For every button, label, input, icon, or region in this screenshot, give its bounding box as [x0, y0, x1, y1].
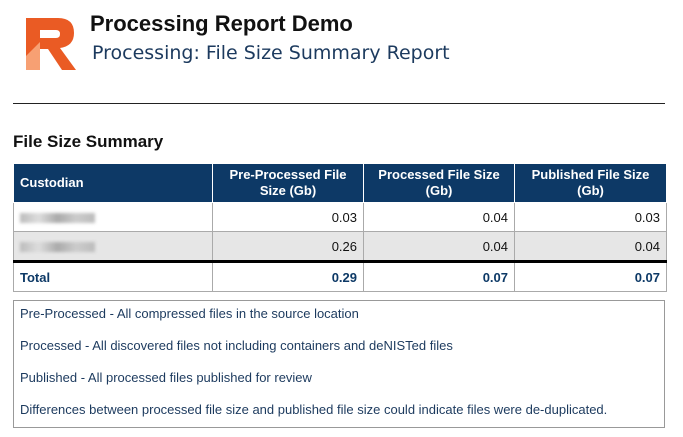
notes-box: Pre-Processed - All compressed files in … — [13, 300, 665, 428]
column-header: Published File Size (Gb) — [514, 163, 667, 203]
subtitle: Processing: File Size Summary Report — [92, 42, 450, 64]
logo — [26, 18, 76, 70]
value-cell: 0.26 — [212, 231, 364, 262]
summary-table: Custodian Pre-Processed File Size (Gb) P… — [13, 163, 667, 292]
column-header: Pre-Processed File Size (Gb) — [212, 163, 364, 203]
note: Published - All processed files publishe… — [20, 370, 312, 385]
redacted-name — [20, 242, 95, 253]
note: Pre-Processed - All compressed files in … — [20, 306, 359, 321]
table-row: 0.26 0.04 0.04 — [13, 231, 667, 262]
total-row: Total 0.29 0.07 0.07 — [13, 260, 667, 292]
total-label: Total — [13, 260, 213, 292]
note: Processed - All discovered files not inc… — [20, 338, 453, 353]
note: Differences between processed file size … — [20, 402, 608, 417]
custodian-cell — [13, 202, 213, 232]
custodian-cell — [13, 231, 213, 262]
value-cell: 0.03 — [514, 202, 667, 232]
total-cell: 0.29 — [212, 260, 364, 292]
divider — [13, 103, 665, 104]
redacted-name — [20, 213, 95, 224]
total-cell: 0.07 — [514, 260, 667, 292]
title: Processing Report Demo — [90, 11, 353, 36]
value-cell: 0.04 — [363, 202, 515, 232]
column-header: Custodian — [13, 163, 213, 203]
section-title: File Size Summary — [13, 132, 164, 151]
total-cell: 0.07 — [363, 260, 515, 292]
value-cell: 0.04 — [514, 231, 667, 262]
table-row: 0.03 0.04 0.03 — [13, 202, 667, 232]
column-header: Processed File Size (Gb) — [363, 163, 515, 203]
value-cell: 0.03 — [212, 202, 364, 232]
value-cell: 0.04 — [363, 231, 515, 262]
